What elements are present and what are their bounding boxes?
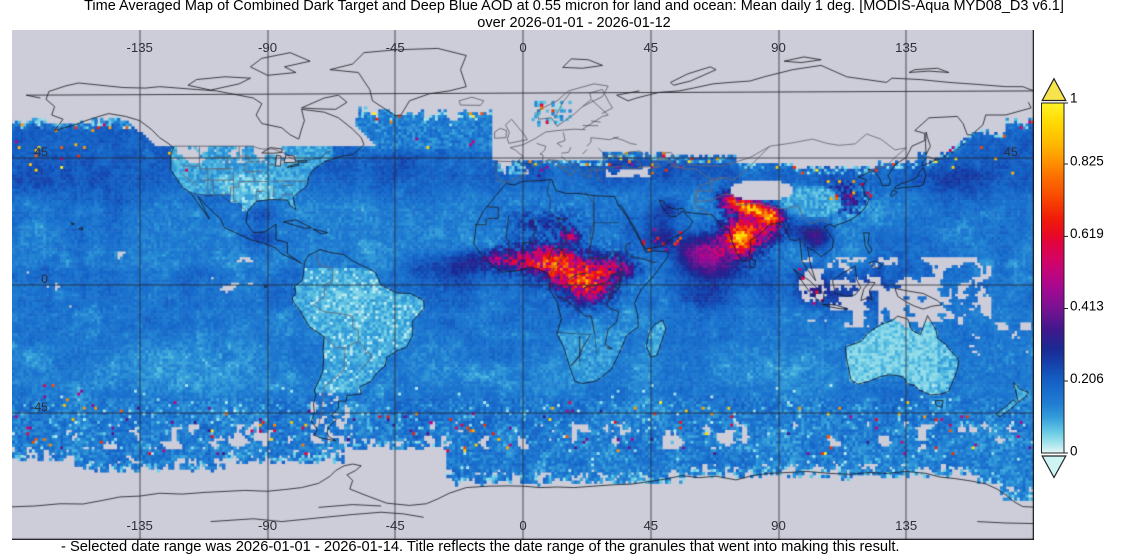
svg-text:0.825: 0.825 xyxy=(1070,153,1104,168)
svg-text:0.413: 0.413 xyxy=(1070,298,1104,313)
svg-text:1: 1 xyxy=(1070,91,1078,106)
svg-text:0: 0 xyxy=(1070,443,1078,458)
svg-text:0.206: 0.206 xyxy=(1070,371,1104,386)
svg-text:0.619: 0.619 xyxy=(1070,226,1104,241)
